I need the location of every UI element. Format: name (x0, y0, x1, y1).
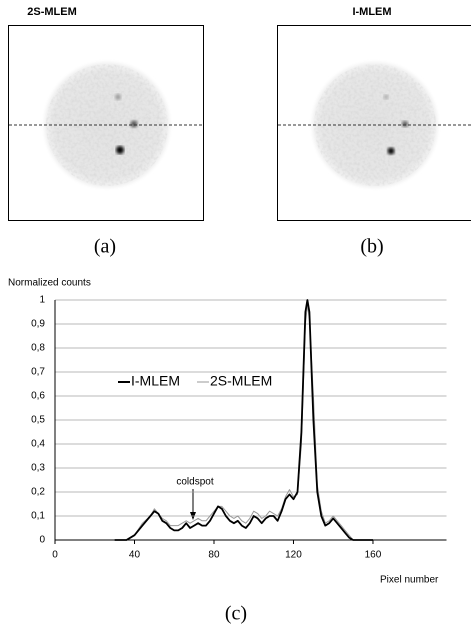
y-tick-label: 0,2 (31, 487, 45, 498)
y-tick-label: 0,9 (31, 319, 45, 330)
caption: (c) (225, 603, 247, 625)
y-tick-label: 0,8 (31, 343, 45, 354)
hotspot (383, 94, 389, 100)
series-line (114, 299, 373, 541)
x-tick-label: 40 (129, 550, 141, 561)
hotspot (402, 121, 408, 127)
hotspot (116, 146, 124, 154)
legend-label: I-MLEM (131, 373, 180, 389)
y-tick-label: 0,1 (31, 511, 45, 522)
hotspot (115, 94, 121, 100)
panel-title: I-MLEM (352, 6, 391, 18)
x-tick-label: 160 (365, 550, 382, 561)
noise (46, 64, 168, 186)
panel-title: 2S-MLEM (27, 6, 77, 18)
series-line (114, 304, 373, 541)
y-tick-label: 0,4 (31, 439, 45, 450)
annotation: coldspot (176, 477, 213, 488)
legend-label: 2S-MLEM (210, 373, 272, 389)
hotspot (130, 120, 138, 128)
x-tick-label: 80 (208, 550, 220, 561)
x-tick-label: 120 (285, 550, 302, 561)
x-tick-label: 0 (52, 550, 58, 561)
y-tick-label: 0,7 (31, 367, 45, 378)
y-tick-label: 1 (39, 295, 45, 306)
y-tick-label: 0,3 (31, 463, 45, 474)
y-tick-label: 0,6 (31, 391, 45, 402)
hotspot (387, 147, 395, 155)
y-tick-label: 0,5 (31, 415, 45, 426)
y-axis-label: Normalized counts (8, 278, 91, 289)
y-tick-label: 0 (39, 535, 45, 546)
caption: (b) (360, 236, 383, 258)
caption: (a) (94, 236, 116, 258)
x-axis-label: Pixel number (380, 575, 439, 586)
